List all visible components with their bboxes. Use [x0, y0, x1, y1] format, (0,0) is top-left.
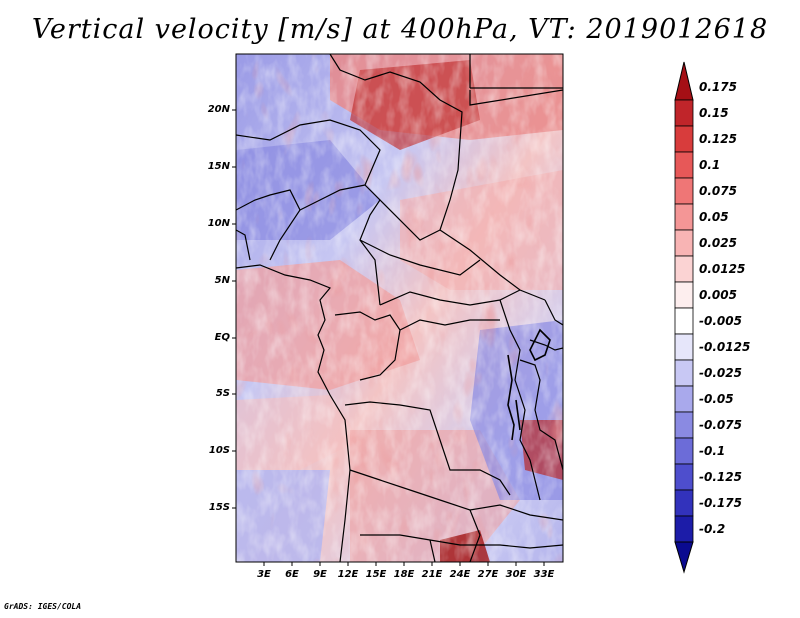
colorbar-label: 0.075: [699, 184, 737, 198]
colorbar-label: -0.1: [699, 444, 726, 458]
colorbar-max-triangle: [674, 61, 694, 101]
colorbar-label: 0.005: [699, 288, 737, 302]
colorbar-segment: [674, 281, 694, 309]
lat-label-5s: 5S: [215, 388, 230, 399]
lat-label-15s: 15S: [208, 502, 230, 513]
colorbar-segment: [674, 255, 694, 283]
lat-label-15n: 15N: [207, 161, 230, 172]
colorbar-segment: [674, 515, 694, 543]
colorbar-label: 0.175: [699, 80, 737, 94]
colorbar-segment: [674, 437, 694, 465]
colorbar-segment: [674, 125, 694, 153]
colorbar-label: -0.005: [699, 314, 742, 328]
colorbar-segment: [674, 411, 694, 439]
lon-label-33e: 33E: [533, 569, 555, 580]
lon-label-30e: 30E: [505, 569, 527, 580]
colorbar-segment: [674, 359, 694, 387]
colorbar-label: -0.2: [699, 522, 726, 536]
lon-label-6e: 6E: [285, 569, 299, 580]
lat-label-eq: EQ: [214, 332, 230, 343]
lat-label-20n: 20N: [207, 104, 230, 115]
map-title: Vertical velocity [m/s] at 400hPa, VT: 2…: [31, 14, 769, 45]
vertical-velocity-field: [236, 54, 563, 562]
colorbar-segment: [674, 151, 694, 179]
colorbar-label: 0.0125: [699, 262, 746, 276]
colorbar-label: 0.1: [699, 158, 721, 172]
colorbar-segment: [674, 177, 694, 205]
colorbar-label: 0.05: [699, 210, 729, 224]
colorbar-segment: [674, 489, 694, 517]
colorbar-label: -0.175: [699, 496, 742, 510]
colorbar-segment: [674, 463, 694, 491]
lat-label-5n: 5N: [214, 275, 230, 286]
colorbar-segment: [674, 333, 694, 361]
colorbar-segment: [674, 203, 694, 231]
grads-credit: GrADS: IGES/COLA: [4, 602, 82, 611]
colorbar-label: 0.15: [699, 106, 729, 120]
lat-label-10n: 10N: [207, 218, 230, 229]
lat-label-10s: 10S: [208, 445, 230, 456]
colorbar-label: -0.075: [699, 418, 742, 432]
colorbar: [674, 61, 694, 574]
lon-label-21e: 21E: [421, 569, 443, 580]
lon-label-3e: 3E: [257, 569, 271, 580]
colorbar-min-triangle: [674, 541, 694, 574]
colorbar-segment: [674, 307, 694, 335]
colorbar-segment: [674, 229, 694, 257]
lon-label-27e: 27E: [477, 569, 499, 580]
colorbar-label: -0.025: [699, 366, 742, 380]
latitude-ticks: [232, 109, 236, 509]
map-frame: [235, 53, 564, 563]
colorbar-label: -0.0125: [699, 340, 751, 354]
longitude-ticks: [263, 562, 545, 566]
colorbar-segment: [674, 99, 694, 127]
lon-label-24e: 24E: [449, 569, 471, 580]
colorbar-label: 0.125: [699, 132, 737, 146]
colorbar-label: 0.025: [699, 236, 737, 250]
lon-label-9e: 9E: [313, 569, 327, 580]
lon-label-15e: 15E: [365, 569, 387, 580]
lon-label-12e: 12E: [337, 569, 359, 580]
colorbar-label: -0.125: [699, 470, 742, 484]
lon-label-18e: 18E: [393, 569, 415, 580]
colorbar-segment: [674, 385, 694, 413]
colorbar-label: -0.05: [699, 392, 734, 406]
